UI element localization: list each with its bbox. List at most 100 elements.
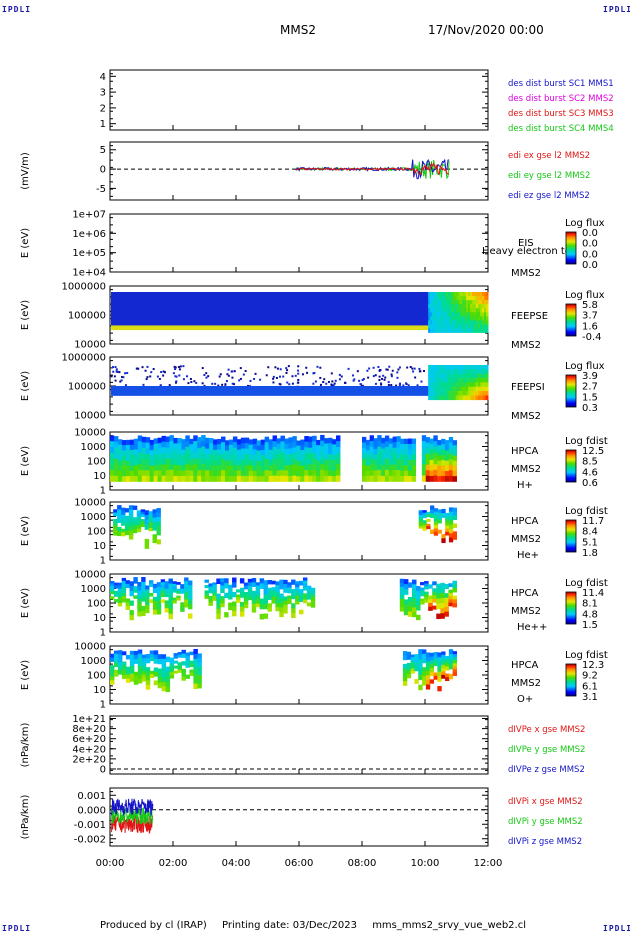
feeps-electrons-cell-8-4: [444, 308, 447, 313]
hpca-he2-cell-1-13-5: [255, 597, 261, 602]
hpca-he1-cell-0-3-6: [124, 530, 130, 536]
hpca-he2-cell-2-6-2: [424, 586, 429, 590]
hpca-o-cell-0-20-7: [189, 672, 194, 677]
feeps-electrons-cell-22-5: [472, 312, 475, 317]
hpca-h-cell-0-19-4: [185, 458, 190, 465]
hpca-h-cell-0-9-1: [145, 442, 151, 449]
hpca-he2-cell-1-14-0: [259, 578, 265, 584]
feeps-ions-dot-200: [119, 380, 122, 383]
corner-logo-top-left: IPDLI: [2, 5, 32, 14]
feeps-ions-cell-23-4: [485, 382, 489, 388]
edi-electric-field-ytick-label-2: -5: [96, 184, 106, 195]
feeps-electrons-cell-19-8: [466, 324, 469, 329]
feeps-ions-cell-16-6: [468, 391, 472, 396]
hpca-h-cell-0-24-5: [205, 464, 210, 471]
hpca-he1-cell-1-4-0: [433, 508, 439, 513]
hpca-he1-cell-1-1-4: [422, 520, 427, 524]
hpca-he2-cell-0-6-3: [133, 586, 138, 590]
feeps-electrons-cell-17-6: [462, 316, 465, 321]
feeps-ions-cell-7-5: [445, 386, 449, 392]
hpca-o-cell-1-2-5: [410, 666, 415, 669]
hpca-o-cell-0-0-0: [110, 653, 115, 659]
hpca-h-cell-0-51-1: [312, 441, 317, 448]
hpca-he2-cell-1-15-1: [263, 584, 268, 591]
feeps-ions-cell-22-0: [483, 365, 487, 370]
feeps-ions-cell-13-7: [460, 395, 464, 401]
feeps-ions-dot-177: [279, 383, 282, 386]
hpca-o-cell-1-4-3: [418, 664, 423, 670]
feeps-ions-cell-8-0: [448, 365, 452, 370]
feeps-electrons-cell-26-1: [480, 296, 483, 301]
feeps-ions-cell-10-6: [453, 391, 457, 396]
hpca-he2-cell-2-8-4: [432, 595, 437, 600]
hpca-o-cell-0-5-6: [129, 673, 135, 678]
feeps-ions-cell-16-5: [468, 386, 472, 392]
hpca-he1-cell-0-1-2: [117, 513, 122, 519]
feeps-ions-cell-20-0: [478, 365, 482, 370]
feeps-ions-cell-0-6: [428, 391, 432, 396]
hpca-he1-cell-0-3-3: [124, 519, 130, 524]
hpca-h-cell-0-4-7: [125, 476, 131, 482]
feeps-ions-cell-21-7: [480, 395, 484, 401]
hpca-he1-cell-0-1-3: [117, 518, 122, 523]
feeps-electrons-cell-23-1: [474, 296, 477, 301]
feeps-ions-dot-203: [319, 383, 322, 386]
feeps-electrons-cell-2-1: [432, 296, 435, 301]
feeps-electrons-cell-13-8: [454, 324, 457, 329]
hpca-he2-cell-0-8-2: [141, 586, 146, 592]
feeps-ions-cell-17-3: [470, 378, 474, 383]
feeps-ions-cell-14-4: [463, 382, 467, 388]
hpca-he1-cell-0-6-5: [136, 522, 142, 527]
hpca-h-cell-0-54-6: [324, 470, 329, 477]
feeps-electrons-cell-12-9: [452, 328, 455, 333]
hpca-h-cell-0-2-0: [117, 439, 123, 446]
hpca-h-cell-0-23-2: [201, 446, 206, 453]
hpca-he1-cell-0-4-1: [128, 509, 134, 515]
divpi-ytick-label-3: -0.002: [74, 834, 106, 845]
hpca-h-cell-0-10-0: [149, 439, 155, 446]
hpca-o-cell-0-13-4: [161, 672, 167, 678]
hpca-h-cell-2-6-6: [444, 470, 450, 477]
feeps-ions-dot-60: [338, 373, 341, 376]
hpca-he2-cell-2-3-0: [411, 579, 417, 585]
feeps-electrons-cell-10-8: [448, 324, 451, 329]
feeps-ions-dot-43: [352, 374, 355, 377]
feeps-electrons-cell-11-2: [450, 300, 453, 305]
feeps-ions-dot-229: [232, 383, 235, 386]
feeps-ions-cell-1-5: [430, 386, 434, 392]
hpca-he2-cell-1-10-3: [243, 592, 249, 596]
hpca-o-cell-0-18-0: [181, 649, 186, 655]
hpca-h-cell-2-0-2: [421, 446, 427, 453]
hpca-h-cell-0-55-1: [328, 443, 333, 450]
hpca-h-cell-0-17-5: [177, 465, 182, 471]
hpca-he1-cell-1-9-0: [452, 507, 457, 513]
feeps-electrons-cell-18-4: [464, 308, 467, 313]
hpca-o-cell-1-1-4: [406, 666, 412, 671]
hpca-he2-cell-0-16-7: [172, 600, 177, 604]
feeps-ions-dot-185: [412, 370, 415, 373]
hpca-he2-cell-2-12-4: [448, 592, 453, 597]
hpca-o-cell-1-7-1: [429, 656, 435, 661]
feeps-ions-dot-57: [305, 366, 308, 369]
hpca-h-cell-1-10-7: [400, 475, 405, 482]
hpca-he2-cell-0-10-5: [149, 592, 154, 597]
hpca-o-cell-0-1-0: [113, 650, 119, 655]
hpca-he2-cell-1-22-0: [291, 579, 296, 585]
hpca-o-cell-0-17-0: [177, 652, 182, 656]
feeps-electrons-cell-16-5: [460, 312, 463, 317]
feeps-electrons-cell-29-8: [486, 324, 489, 329]
hpca-o-cell-0-16-0: [173, 653, 179, 657]
hpca-he2-cell-0-1-6: [113, 599, 119, 603]
hpca-he2-cell-1-4-3: [220, 588, 225, 594]
feeps-electrons-cell-23-5: [474, 312, 477, 317]
feeps-electrons-cell-7-2: [442, 300, 445, 305]
hpca-o-cell-1-7-7: [429, 679, 435, 684]
hpca-he2-cell-1-13-4: [255, 594, 261, 599]
hpca-o-ytick-label-3: 10: [93, 685, 106, 696]
hpca-h-cell-0-54-3: [324, 454, 329, 461]
hpca-h-cell-0-19-2: [185, 446, 190, 454]
hpca-o-cell-0-19-3: [185, 663, 190, 668]
feeps-electrons-cell-14-4: [456, 308, 459, 313]
feeps-electrons-cell-27-6: [482, 316, 485, 321]
hpca-he2-cell-0-7-4: [137, 598, 142, 604]
